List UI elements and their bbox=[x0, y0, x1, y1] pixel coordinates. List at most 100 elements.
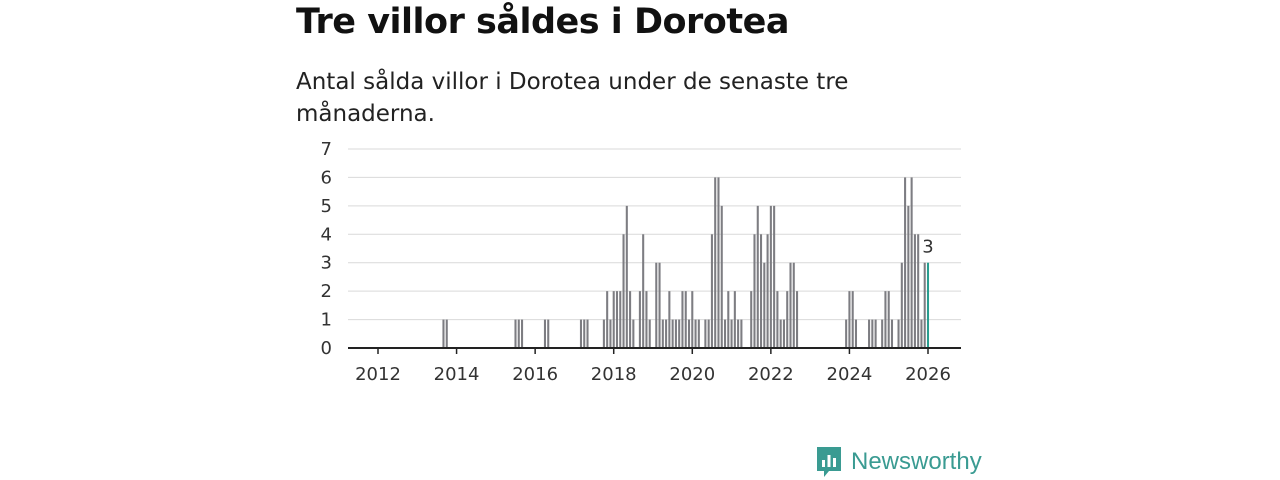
bar bbox=[769, 205, 772, 348]
newsworthy-logo-text: Newsworthy bbox=[851, 448, 982, 475]
bar bbox=[445, 319, 448, 348]
bar bbox=[796, 291, 799, 348]
bar bbox=[665, 319, 668, 348]
bar bbox=[632, 319, 635, 348]
x-tick-label: 2016 bbox=[512, 364, 558, 385]
bar bbox=[609, 319, 612, 348]
x-tick-label: 2024 bbox=[827, 364, 873, 385]
bar bbox=[750, 291, 753, 348]
bar bbox=[792, 262, 795, 348]
x-tick-label: 2020 bbox=[669, 364, 715, 385]
bar bbox=[606, 291, 609, 348]
bar bbox=[681, 291, 684, 348]
newsworthy-logo-icon bbox=[817, 447, 841, 477]
bar bbox=[720, 205, 723, 348]
bar bbox=[514, 319, 517, 348]
y-tick-label: 4 bbox=[321, 224, 332, 245]
bar bbox=[763, 262, 766, 348]
bar bbox=[714, 177, 717, 348]
bar bbox=[694, 319, 697, 348]
bar bbox=[629, 291, 632, 348]
bar bbox=[687, 319, 691, 348]
highlight-value-label: 3 bbox=[922, 237, 933, 258]
bar bbox=[907, 205, 910, 348]
bar bbox=[622, 234, 625, 348]
bar bbox=[782, 319, 785, 348]
bar bbox=[773, 205, 776, 348]
bar bbox=[638, 291, 641, 348]
bar bbox=[543, 319, 547, 348]
bar bbox=[753, 234, 756, 348]
y-tick-label: 2 bbox=[321, 281, 332, 302]
bar bbox=[923, 262, 926, 348]
bar bbox=[723, 319, 727, 348]
bar bbox=[904, 177, 907, 348]
bar bbox=[586, 319, 589, 348]
bar bbox=[710, 234, 713, 348]
axes: 0 1 2 3 4 5 6 7 3 2012 2014 2016 2018 2020 2022 2024 202… bbox=[321, 139, 961, 385]
bar bbox=[868, 319, 871, 348]
y-tick-label: 6 bbox=[321, 167, 332, 188]
bar bbox=[648, 319, 651, 348]
bar bbox=[851, 291, 854, 348]
bar bbox=[786, 291, 789, 348]
bar bbox=[625, 205, 628, 348]
bar bbox=[442, 319, 445, 348]
y-tick-label: 0 bbox=[321, 338, 332, 359]
bar bbox=[704, 319, 707, 348]
bar bbox=[854, 319, 858, 348]
bar bbox=[707, 319, 710, 348]
bar bbox=[691, 291, 694, 348]
y-tick-label: 7 bbox=[321, 139, 332, 160]
x-tick-label: 2012 bbox=[355, 364, 401, 385]
chart-title: Tre villor såldes i Dorotea bbox=[296, 2, 789, 42]
bar bbox=[674, 319, 677, 348]
bar bbox=[910, 177, 913, 348]
bar bbox=[697, 319, 700, 348]
bar bbox=[615, 291, 619, 348]
bar bbox=[756, 205, 759, 348]
bar bbox=[887, 291, 890, 348]
bar bbox=[655, 262, 658, 348]
bar bbox=[874, 319, 877, 348]
grid-lines bbox=[348, 148, 961, 321]
highlight-bar bbox=[926, 262, 930, 348]
bar bbox=[517, 319, 520, 348]
bar bbox=[547, 319, 550, 348]
bar bbox=[779, 319, 782, 348]
bar bbox=[671, 319, 674, 348]
bar bbox=[579, 319, 583, 348]
bar bbox=[602, 319, 605, 348]
bar bbox=[619, 291, 622, 348]
bar bbox=[583, 319, 586, 348]
bar bbox=[789, 262, 792, 348]
y-tick-label: 3 bbox=[321, 253, 332, 274]
bar bbox=[733, 291, 736, 348]
bar bbox=[730, 319, 733, 348]
bars bbox=[442, 177, 930, 348]
bar bbox=[612, 291, 615, 348]
bar bbox=[900, 262, 903, 348]
bar bbox=[521, 319, 524, 348]
bar bbox=[871, 319, 874, 348]
x-tick-label: 2022 bbox=[748, 364, 794, 385]
bar bbox=[661, 319, 664, 348]
bar bbox=[642, 234, 645, 348]
bar bbox=[766, 234, 769, 348]
bar bbox=[881, 319, 884, 348]
bar bbox=[645, 291, 648, 348]
bar bbox=[776, 291, 779, 348]
bar bbox=[917, 234, 920, 348]
x-tick-label: 2018 bbox=[591, 364, 637, 385]
bar bbox=[759, 234, 763, 348]
bar bbox=[848, 291, 851, 348]
bar bbox=[678, 319, 681, 348]
bar bbox=[737, 319, 740, 348]
bar bbox=[920, 319, 923, 348]
bar bbox=[727, 291, 730, 348]
bar bbox=[668, 291, 671, 348]
bar bbox=[913, 234, 916, 348]
x-tick-label: 2014 bbox=[434, 364, 480, 385]
chart-subtitle: Antal sålda villor i Dorotea under de se… bbox=[296, 69, 849, 127]
bar-chart: 0 1 2 3 4 5 6 7 3 2012 2014 2016 2018 2020 2022 2024 202… bbox=[321, 139, 961, 385]
